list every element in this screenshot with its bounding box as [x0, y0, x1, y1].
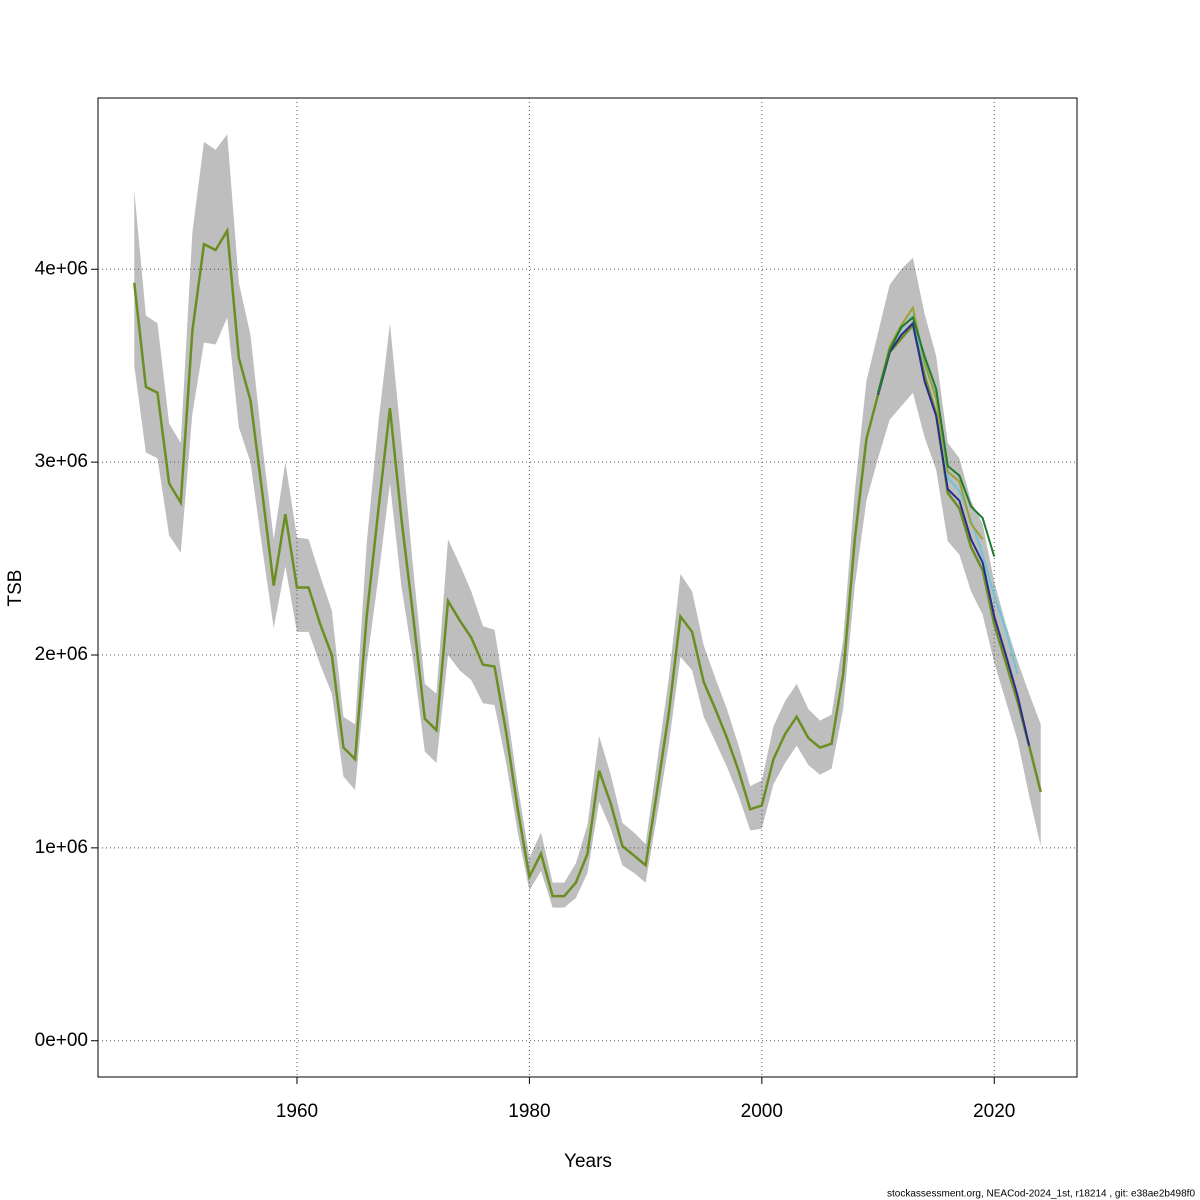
x-tick-label: 2020: [973, 1101, 1015, 1122]
y-tick-label: 3e+06: [35, 451, 88, 472]
y-tick-label: 1e+06: [35, 837, 88, 858]
series-line: [877, 315, 996, 557]
y-tick-label: 0e+00: [35, 1030, 88, 1051]
x-axis-label: Years: [564, 1151, 612, 1172]
series-line: [877, 305, 984, 540]
y-axis-label: TSB: [5, 570, 26, 607]
plot-frame: [97, 97, 1078, 1078]
series-line: [877, 321, 1031, 746]
x-tick-label: 1980: [508, 1101, 550, 1122]
x-tick-label: 2000: [741, 1101, 783, 1122]
y-tick-label: 2e+06: [35, 644, 88, 665]
caption: stockassessment.org, NEACod-2024_1st, r1…: [887, 1189, 1195, 1200]
y-tick-label: 4e+06: [35, 258, 88, 279]
x-tick-label: 1960: [276, 1101, 318, 1122]
confidence-band: [134, 134, 1041, 908]
